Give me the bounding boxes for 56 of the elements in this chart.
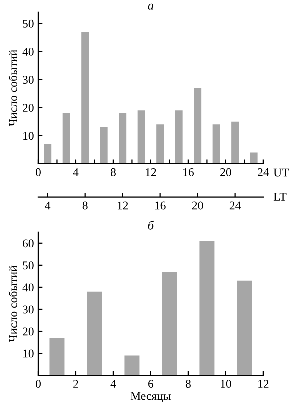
x2-tick-label: 20 (192, 202, 204, 210)
bar (232, 122, 240, 164)
y-tick-label: 30 (23, 306, 34, 314)
x2-tick-label: 4 (45, 202, 51, 210)
y-tick-label: 40 (22, 284, 34, 292)
x2-tick-label: 8 (82, 202, 88, 210)
bar (138, 110, 146, 164)
x2-tick-label: 12 (118, 202, 128, 210)
x-tick-label: 6 (148, 380, 154, 388)
y-tick-label: 10 (24, 132, 34, 140)
x2-tick-label: 24 (230, 202, 242, 210)
bar (100, 127, 108, 164)
y-tick-label: 50 (23, 262, 34, 270)
bar (237, 280, 252, 376)
x-tick-label: 12 (258, 380, 269, 388)
bar (250, 152, 258, 164)
x-tick-label: 0 (36, 168, 41, 176)
y-axis-title: Число событий (8, 266, 18, 342)
x-tick-label: 10 (221, 380, 232, 388)
x-tick-label: 4 (73, 168, 79, 176)
y-tick-label: 50 (23, 20, 34, 28)
chart-title: б (148, 220, 154, 230)
x-tick-label: 8 (110, 168, 116, 176)
y-tick-label: 40 (22, 48, 34, 56)
x2-tick-label: 16 (155, 202, 166, 210)
y-tick-label: 30 (23, 76, 34, 84)
bar (119, 113, 127, 164)
bar (200, 241, 215, 376)
x-tick-label: 2 (74, 380, 78, 388)
x-tick-label: 24 (258, 168, 270, 176)
bar (82, 32, 90, 164)
y-tick-label: 20 (23, 328, 34, 336)
bar (175, 110, 183, 164)
bar (194, 88, 202, 164)
chart-title: а (148, 4, 154, 10)
x-tick-label: 12 (146, 168, 156, 176)
bar (212, 124, 220, 164)
x2-axis-title: LT (274, 193, 287, 201)
y-axis-title: Число событий (8, 50, 18, 126)
bar (87, 292, 102, 376)
bar (50, 338, 65, 376)
x-tick-label: 8 (186, 380, 191, 388)
x-tick-label: 4 (110, 380, 116, 388)
bar (62, 113, 70, 164)
bar (44, 144, 52, 164)
bar (162, 272, 178, 376)
x-tick-label: 20 (220, 168, 232, 176)
y-tick-label: 20 (23, 104, 34, 112)
bar (156, 124, 164, 164)
x-tick-label: 0 (36, 380, 41, 388)
y-tick-label: 60 (23, 240, 34, 248)
x-tick-label: 16 (184, 168, 194, 176)
y-tick-label: 10 (24, 350, 34, 358)
bar (124, 356, 140, 376)
x-axis-title: UT (274, 168, 290, 177)
x-axis-title: Месяцы (130, 392, 172, 402)
